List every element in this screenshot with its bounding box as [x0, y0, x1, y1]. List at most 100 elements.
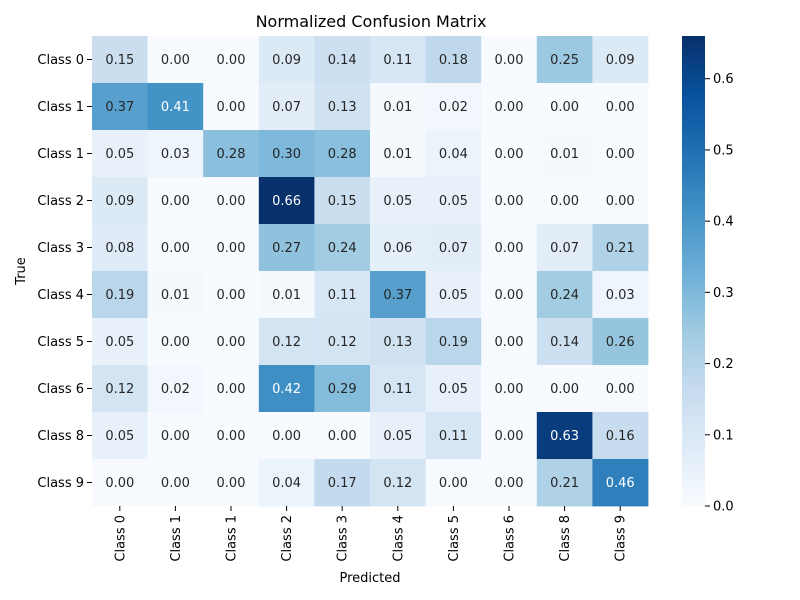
- cell-value-label: 0.05: [105, 429, 134, 444]
- cell-value-label: 0.09: [606, 53, 635, 68]
- heatmap-cell: [314, 83, 371, 131]
- cell-value-label: 0.05: [105, 335, 134, 350]
- y-tick-label: Class 3: [37, 241, 84, 256]
- heatmap-cell: [203, 130, 260, 178]
- heatmap-cell: [314, 459, 371, 507]
- cell-value-label: 0.05: [383, 194, 412, 209]
- cell-value-label: 0.00: [606, 100, 635, 115]
- heatmap-cell: [425, 271, 482, 319]
- heatmap-cell: [370, 177, 426, 225]
- heatmap-cell: [370, 365, 426, 413]
- cell-value-label: 0.09: [272, 53, 301, 68]
- x-tick-label: Class 1: [169, 515, 184, 562]
- cell-value-label: 0.00: [217, 194, 246, 209]
- heatmap-cell: [203, 271, 260, 319]
- cell-value-label: 0.00: [439, 476, 468, 491]
- heatmap-cell: [370, 271, 426, 319]
- colorbar-gradient: [682, 36, 705, 506]
- heatmap-cell: [314, 365, 371, 413]
- heatmap-cell: [481, 224, 538, 272]
- heatmap-cell: [147, 318, 204, 366]
- cell-value-label: 0.05: [383, 429, 412, 444]
- heatmap-cell: [258, 318, 315, 366]
- cell-value-label: 0.42: [272, 382, 301, 397]
- cell-value-label: 0.12: [328, 335, 357, 350]
- heatmap-cell: [425, 365, 482, 413]
- heatmap-cell: [147, 365, 204, 413]
- heatmap-cell: [314, 36, 371, 84]
- cell-value-label: 0.25: [550, 53, 579, 68]
- heatmap-cell: [370, 83, 426, 131]
- cell-value-label: 0.63: [550, 429, 579, 444]
- heatmap-cell: [536, 412, 593, 460]
- x-tick-label: Class 0: [113, 515, 128, 562]
- heatmap-cell: [258, 365, 315, 413]
- cell-value-label: 0.12: [272, 335, 301, 350]
- cell-value-label: 0.09: [105, 194, 134, 209]
- heatmap-cell: [536, 459, 593, 507]
- y-tick-label: Class 1: [37, 100, 84, 115]
- cell-value-label: 0.05: [439, 288, 468, 303]
- colorbar-tick-label: 0.2: [713, 357, 734, 372]
- heatmap-cell: [592, 271, 649, 319]
- heatmap-cell: [481, 177, 538, 225]
- cell-value-label: 0.00: [550, 100, 579, 115]
- heatmap-cell: [481, 365, 538, 413]
- heatmap-cell: [536, 36, 593, 84]
- heatmap-cell: [92, 130, 148, 178]
- heatmap-cell: [92, 177, 148, 225]
- heatmap-cells: [92, 36, 649, 507]
- cell-value-label: 0.00: [495, 147, 524, 162]
- cell-value-label: 0.00: [550, 194, 579, 209]
- heatmap-cell: [258, 130, 315, 178]
- cell-value-label: 0.00: [217, 335, 246, 350]
- y-tick-label: Class 2: [37, 194, 84, 209]
- heatmap-cell: [92, 365, 148, 413]
- heatmap-cell: [258, 224, 315, 272]
- heatmap-cell: [258, 177, 315, 225]
- cell-value-label: 0.00: [495, 53, 524, 68]
- heatmap-cell: [536, 130, 593, 178]
- heatmap-cell: [314, 130, 371, 178]
- cell-value-label: 0.00: [272, 429, 301, 444]
- cell-value-label: 0.11: [439, 429, 468, 444]
- heatmap-cell: [536, 177, 593, 225]
- heatmap-cell: [92, 83, 148, 131]
- cell-value-label: 0.00: [495, 476, 524, 491]
- colorbar-tick-label: 0.4: [713, 215, 734, 230]
- cell-value-label: 0.00: [161, 53, 190, 68]
- cell-value-label: 0.01: [383, 147, 412, 162]
- heatmap-cell: [592, 318, 649, 366]
- y-tick-label: Class 6: [37, 382, 84, 397]
- cell-value-label: 0.11: [383, 53, 412, 68]
- heatmap-cell: [92, 224, 148, 272]
- cell-value-label: 0.00: [105, 476, 134, 491]
- heatmap-cell: [481, 459, 538, 507]
- heatmap-cell: [314, 271, 371, 319]
- cell-value-label: 0.00: [606, 147, 635, 162]
- heatmap-cell: [592, 130, 649, 178]
- heatmap-cell: [370, 318, 426, 366]
- cell-value-label: 0.07: [439, 241, 468, 256]
- cell-value-label: 0.00: [161, 476, 190, 491]
- cell-value-label: 0.01: [272, 288, 301, 303]
- heatmap-cell: [370, 130, 426, 178]
- heatmap-cell: [370, 412, 426, 460]
- cell-value-label: 0.12: [105, 382, 134, 397]
- heatmap-cell: [592, 412, 649, 460]
- x-tick-label: Class 2: [280, 515, 295, 562]
- x-tick-label: Class 5: [447, 515, 462, 562]
- heatmap-cell: [258, 412, 315, 460]
- cell-value-label: 0.00: [495, 100, 524, 115]
- x-tick-label: Class 4: [391, 515, 406, 562]
- cell-value-label: 0.37: [383, 288, 412, 303]
- cell-value-label: 0.00: [217, 100, 246, 115]
- cell-value-label: 0.19: [439, 335, 468, 350]
- cell-value-label: 0.08: [105, 241, 134, 256]
- cell-value-label: 0.14: [550, 335, 579, 350]
- x-tick-label: Class 1: [225, 515, 240, 562]
- cell-value-label: 0.05: [105, 147, 134, 162]
- heatmap-cell: [92, 36, 148, 84]
- colorbar-tick-label: 0.5: [713, 143, 734, 158]
- heatmap-cell: [258, 36, 315, 84]
